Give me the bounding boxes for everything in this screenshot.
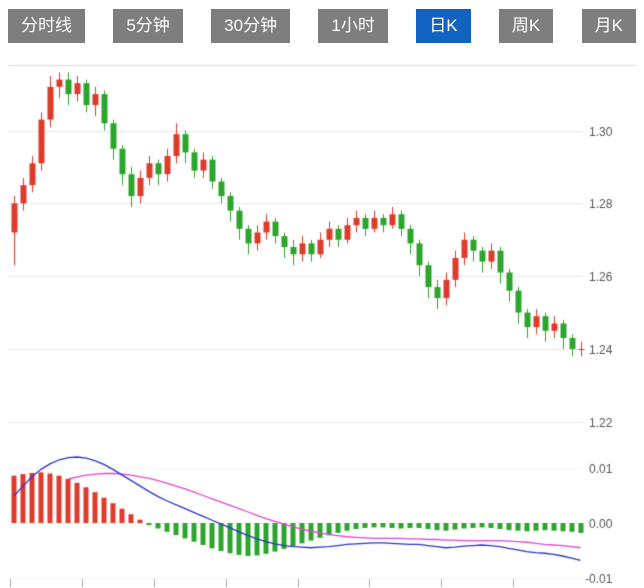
candlestick-macd-chart[interactable] bbox=[0, 48, 644, 588]
interval-tab-bar: 分时线 5分钟 30分钟 1小时 日K 周K 月K bbox=[0, 0, 644, 48]
tab-weekly-k[interactable]: 周K bbox=[498, 9, 554, 43]
tab-1hour[interactable]: 1小时 bbox=[318, 9, 388, 43]
tab-30min[interactable]: 30分钟 bbox=[211, 9, 291, 43]
tab-monthly-k[interactable]: 月K bbox=[581, 9, 636, 43]
tab-daily-k[interactable]: 日K bbox=[416, 9, 471, 43]
tab-time-sharing[interactable]: 分时线 bbox=[8, 9, 85, 43]
tab-5min[interactable]: 5分钟 bbox=[113, 9, 183, 43]
